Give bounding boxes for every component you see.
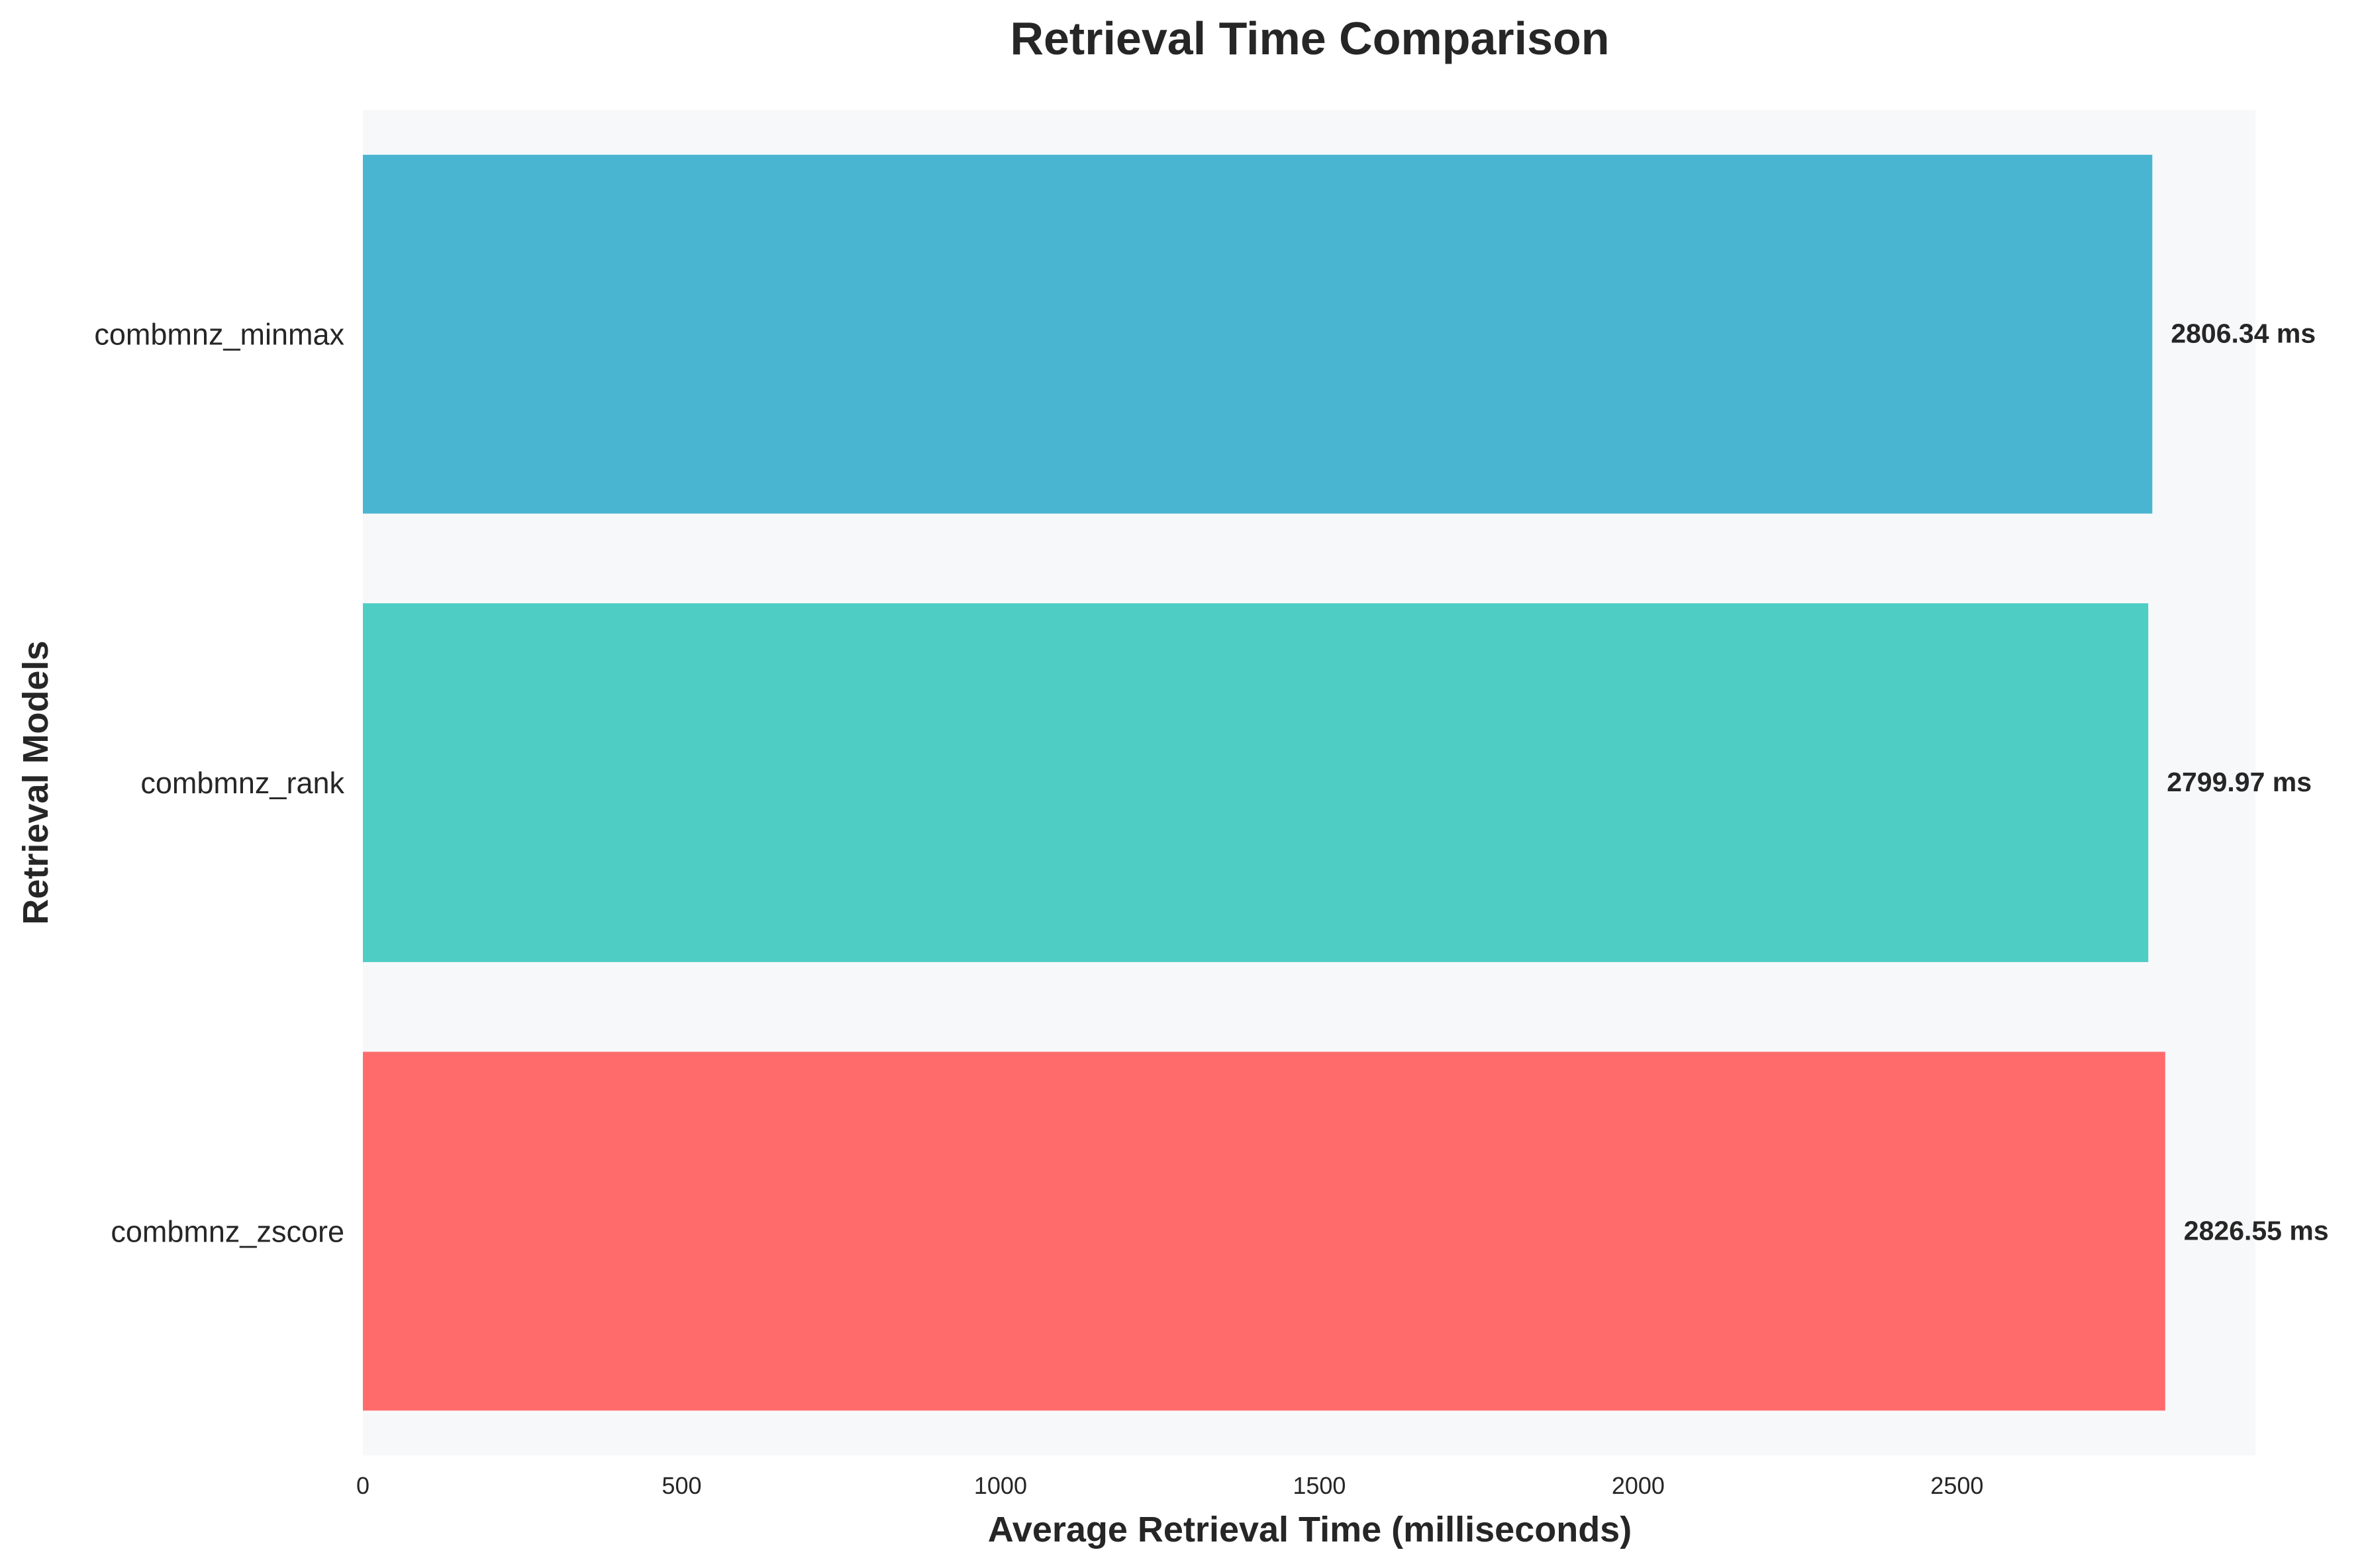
bar-combmnz_zscore [363,1052,2165,1411]
bar-combmnz_rank [363,603,2149,962]
x-tick-label: 500 [662,1472,701,1499]
y-axis-title: Retrieval Models [16,640,56,924]
bar-combmnz_minmax [363,154,2153,514]
category-label-combmnz_minmax: combmnz_minmax [94,318,344,352]
value-label-combmnz_minmax: 2806.34 ms [2171,318,2316,349]
bars-layer [363,154,2165,1411]
value-label-combmnz_rank: 2799.97 ms [2167,767,2312,797]
x-tick-label: 2000 [1612,1472,1665,1499]
x-tick-label: 1000 [974,1472,1027,1499]
x-tick-label: 2500 [1930,1472,1983,1499]
x-ticks-layer: 0 500 1000 1500 2000 2500 [356,1472,1983,1499]
chart-title: Retrieval Time Comparison [1010,13,1609,64]
category-label-combmnz_rank: combmnz_rank [140,766,344,800]
x-tick-label: 1500 [1293,1472,1346,1499]
category-label-combmnz_zscore: combmnz_zscore [111,1214,344,1248]
value-label-combmnz_zscore: 2826.55 ms [2184,1215,2329,1246]
x-axis-title: Average Retrieval Time (milliseconds) [988,1510,1632,1549]
x-tick-label: 0 [356,1472,369,1499]
labels-layer: combmnz_minmax 2806.34 ms combmnz_rank 2799… [94,318,2328,1249]
